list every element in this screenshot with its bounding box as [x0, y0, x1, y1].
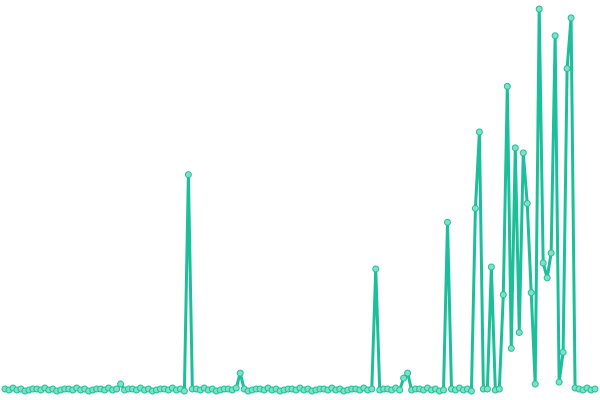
- data-point: [483, 385, 491, 393]
- data-point: [535, 5, 543, 13]
- data-point: [236, 369, 244, 377]
- data-point: [543, 274, 551, 282]
- data-point: [495, 385, 503, 393]
- data-point: [184, 171, 192, 179]
- data-point: [591, 385, 599, 393]
- data-line: [4, 7, 596, 393]
- data-point: [180, 387, 188, 395]
- data-point: [396, 386, 404, 394]
- data-point: [527, 289, 535, 297]
- data-point: [444, 218, 451, 226]
- data-point: [404, 369, 412, 377]
- data-point: [113, 385, 121, 393]
- data-point: [539, 259, 547, 267]
- data-point: [515, 328, 523, 336]
- data-point: [555, 378, 563, 386]
- data-point: [547, 249, 555, 257]
- data-point: [503, 82, 511, 90]
- data-point: [507, 344, 515, 352]
- data-point: [471, 204, 479, 212]
- data-point: [400, 374, 408, 382]
- data-point: [372, 265, 380, 273]
- data-point: [519, 149, 527, 157]
- data-point: [487, 263, 495, 271]
- data-point: [368, 385, 376, 393]
- data-point: [523, 199, 531, 207]
- data-point: [440, 386, 448, 394]
- data-point: [559, 348, 567, 356]
- data-point: [567, 14, 575, 22]
- data-point: [563, 65, 571, 73]
- data-point: [499, 291, 507, 299]
- data-point: [475, 128, 483, 136]
- data-point: [511, 144, 519, 152]
- data-point: [531, 380, 539, 388]
- data-point: [232, 384, 240, 392]
- data-point: [467, 387, 475, 395]
- data-point: [117, 380, 125, 388]
- data-point: [551, 32, 559, 40]
